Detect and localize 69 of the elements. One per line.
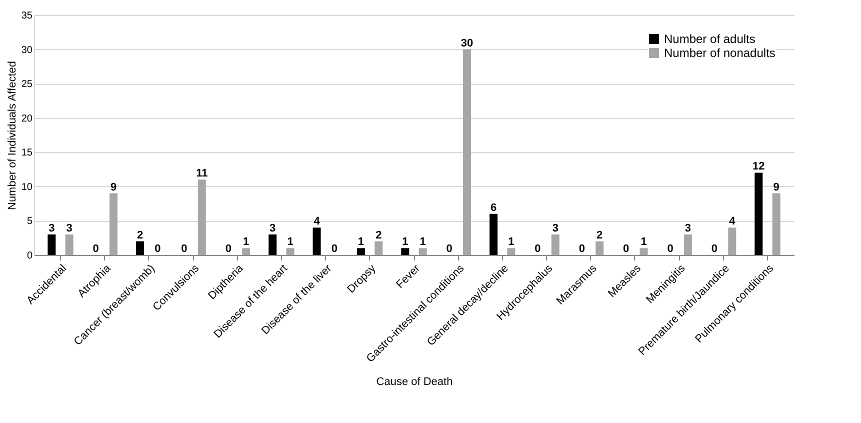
data-label: 30: [460, 37, 474, 50]
data-label: 3: [270, 222, 276, 234]
data-label: 2: [136, 229, 144, 242]
data-label: 0: [181, 243, 188, 255]
data-label: 2: [596, 229, 603, 242]
data-label: 0: [623, 243, 630, 255]
data-label: 1: [640, 236, 647, 248]
bar: [463, 49, 472, 255]
bar: [684, 234, 692, 255]
bar: [728, 228, 736, 255]
data-label: 0: [92, 243, 99, 255]
data-label: 9: [773, 181, 780, 194]
data-label: 1: [287, 236, 294, 248]
y-tick-label: 30: [21, 44, 33, 56]
bar: [640, 248, 648, 255]
data-label: 1: [402, 236, 408, 248]
bar: [136, 241, 144, 255]
data-label: 6: [490, 202, 497, 214]
x-axis-title: Cause of Death: [376, 376, 453, 388]
legend-label: Number of adults: [664, 32, 756, 46]
data-label: 0: [534, 243, 541, 255]
bar: [312, 228, 321, 255]
bar: [596, 241, 604, 255]
data-label: 1: [508, 236, 514, 248]
y-tick-label: 10: [21, 182, 33, 193]
data-label: 0: [331, 243, 338, 255]
y-axis-title: Number of Individuals Affected: [6, 61, 18, 210]
data-label: 1: [243, 236, 250, 248]
data-label: 3: [684, 222, 692, 234]
data-label: 0: [225, 243, 232, 255]
data-label: 1: [420, 236, 426, 248]
data-label: 11: [196, 168, 208, 180]
y-tick-label: 15: [21, 148, 33, 159]
data-label: 12: [752, 160, 765, 173]
data-label: 3: [48, 222, 55, 234]
data-label: 0: [154, 243, 161, 255]
y-tick-label: 20: [21, 113, 33, 124]
legend-label: Number of nonadults: [664, 46, 776, 60]
data-label: 0: [446, 243, 452, 255]
data-label: 4: [729, 216, 736, 228]
data-label: 0: [711, 243, 718, 255]
bar: [507, 248, 516, 255]
data-label: 0: [578, 243, 585, 255]
data-label: 9: [110, 181, 117, 194]
bar: [48, 234, 56, 255]
bar: [110, 193, 118, 255]
data-label: 0: [667, 243, 674, 255]
y-tick-label: 5: [26, 216, 33, 228]
y-tick-label: 35: [21, 10, 33, 22]
bar: [401, 248, 410, 255]
bar: [356, 248, 365, 255]
bar: [286, 248, 294, 255]
data-label: 1: [358, 236, 364, 248]
bar: [551, 234, 560, 255]
bar: [65, 234, 74, 255]
bar: [242, 248, 250, 255]
bar: [418, 248, 427, 255]
bar: [772, 193, 780, 255]
bar: [268, 234, 277, 255]
y-tick-label: 0: [26, 250, 33, 262]
y-tick-label: 25: [21, 79, 33, 90]
bar: [374, 241, 383, 255]
data-label: 3: [552, 222, 558, 234]
bar: [198, 180, 206, 255]
data-label: 3: [66, 222, 72, 234]
bar: [490, 214, 498, 255]
data-label: 4: [314, 216, 321, 228]
bar: [754, 172, 763, 255]
data-label: 2: [376, 229, 382, 242]
